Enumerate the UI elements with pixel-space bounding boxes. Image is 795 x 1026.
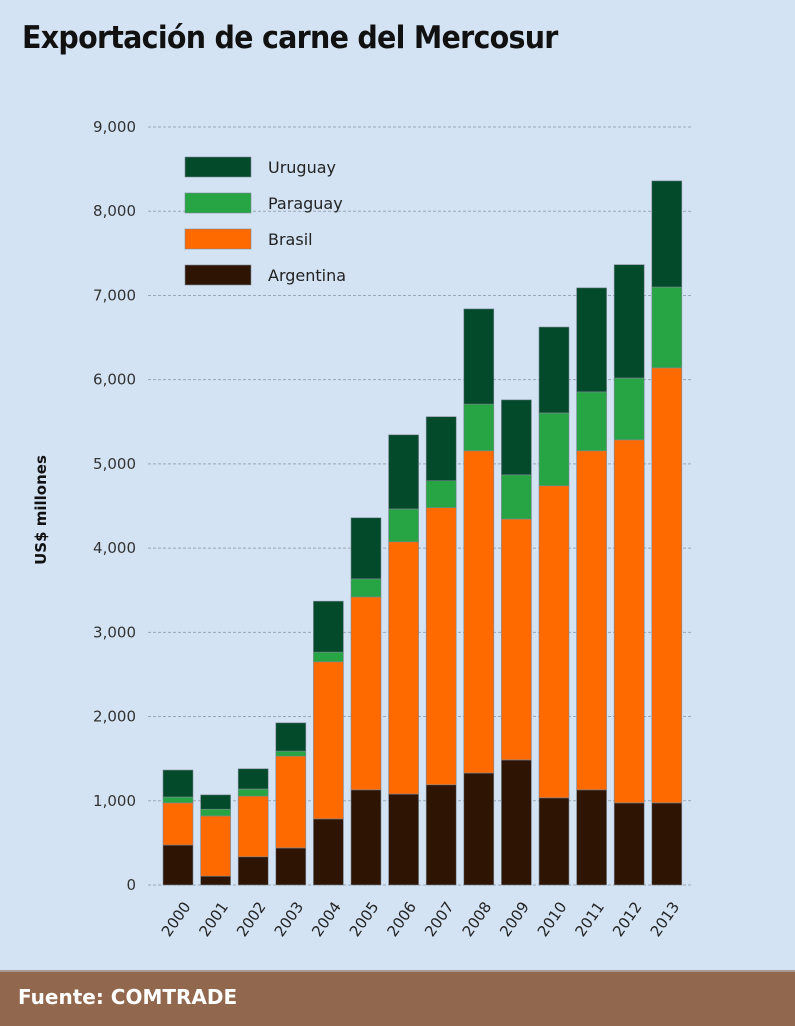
bar-segment-brasil-2004 xyxy=(313,661,344,820)
bar-segment-paraguay-2012 xyxy=(613,377,645,441)
y-tick-label: 7,000 xyxy=(93,286,136,304)
chart-title: Exportación de carne del Mercosur xyxy=(22,20,558,56)
y-tick-label: 2,000 xyxy=(93,708,136,726)
bar-segment-paraguay-2000 xyxy=(162,796,194,804)
bar-segment-uruguay-2009 xyxy=(501,399,532,476)
x-tick-label: 2001 xyxy=(195,898,232,940)
bar-segment-brasil-2010 xyxy=(538,485,570,799)
bar-segment-brasil-2013 xyxy=(651,367,683,804)
bar-segment-brasil-2012 xyxy=(613,439,645,804)
bar-segment-uruguay-2002 xyxy=(237,768,269,790)
x-tick-label: 2007 xyxy=(421,898,458,940)
bar-segment-uruguay-2008 xyxy=(463,308,495,405)
legend-label-uruguay: Uruguay xyxy=(268,158,336,177)
y-tick-label: 1,000 xyxy=(93,792,136,810)
bar-segment-brasil-2002 xyxy=(237,795,269,858)
bar-segment-uruguay-2006 xyxy=(388,434,419,510)
x-tick-label: 2010 xyxy=(534,898,571,940)
bar-segment-brasil-2007 xyxy=(425,507,457,786)
bar-segment-argentina-2001 xyxy=(200,875,231,886)
bar-segment-paraguay-2008 xyxy=(463,403,495,452)
x-tick-label: 2004 xyxy=(308,898,345,940)
bar-segment-uruguay-2001 xyxy=(200,794,231,810)
y-tick-label: 8,000 xyxy=(93,202,136,220)
x-tick-label: 2003 xyxy=(271,898,308,940)
legend-swatch-brasil xyxy=(184,228,252,250)
y-tick-label: 0 xyxy=(126,876,136,894)
bars xyxy=(162,180,683,886)
bar-segment-argentina-2000 xyxy=(162,844,194,886)
bar-segment-brasil-2003 xyxy=(275,755,307,849)
bar-segment-argentina-2007 xyxy=(425,784,457,886)
bar-segment-argentina-2004 xyxy=(313,818,344,886)
stacked-bar-chart: 0 1,000 2,000 3,000 4,000 5,000 6,000 7,000 8,00… xyxy=(32,118,692,940)
bar-segment-paraguay-2009 xyxy=(501,474,532,520)
bar-segment-brasil-2011 xyxy=(576,450,607,791)
x-tick-label: 2011 xyxy=(571,898,608,940)
x-tick-label: 2012 xyxy=(609,898,646,940)
bar-segment-brasil-2006 xyxy=(388,541,419,795)
bar-segment-paraguay-2006 xyxy=(388,508,419,543)
y-tick-label: 4,000 xyxy=(93,539,136,557)
bar-segment-argentina-2010 xyxy=(538,797,570,886)
bar-segment-brasil-2005 xyxy=(350,596,382,791)
legend-label-argentina: Argentina xyxy=(268,266,346,285)
bar-segment-brasil-2008 xyxy=(463,450,495,774)
legend-swatch-argentina xyxy=(184,264,252,286)
bar-segment-uruguay-2005 xyxy=(350,517,382,580)
bar-segment-argentina-2009 xyxy=(501,759,532,886)
x-tick-label: 2002 xyxy=(233,898,270,940)
x-axis-ticks: 2000 2001 2002 2003 2004 2005 2006 2007 2008 2009… xyxy=(158,898,683,940)
bar-segment-argentina-2003 xyxy=(275,847,307,886)
x-tick-label: 2009 xyxy=(496,898,533,940)
bar-segment-argentina-2008 xyxy=(463,772,495,886)
bar-segment-brasil-2001 xyxy=(200,815,231,877)
bar-segment-paraguay-2002 xyxy=(237,788,269,797)
y-tick-label: 6,000 xyxy=(93,371,136,389)
bar-segment-brasil-2009 xyxy=(501,518,532,761)
bar-segment-argentina-2011 xyxy=(576,789,607,886)
bar-segment-argentina-2005 xyxy=(350,789,382,886)
bar-segment-paraguay-2011 xyxy=(576,391,607,452)
bar-segment-uruguay-2012 xyxy=(613,264,645,379)
bar-segment-paraguay-2005 xyxy=(350,578,382,598)
y-tick-label: 9,000 xyxy=(93,118,136,136)
bar-segment-uruguay-2003 xyxy=(275,722,307,752)
x-tick-label: 2005 xyxy=(346,898,383,940)
legend-label-paraguay: Paraguay xyxy=(268,194,343,213)
bar-segment-paraguay-2004 xyxy=(313,651,344,663)
y-axis-label: US$ millones xyxy=(32,455,50,565)
y-axis-ticks: 0 1,000 2,000 3,000 4,000 5,000 6,000 7,000 8,00… xyxy=(93,118,136,894)
bar-segment-uruguay-2013 xyxy=(651,180,683,288)
x-tick-label: 2006 xyxy=(383,898,420,940)
y-tick-label: 3,000 xyxy=(93,623,136,641)
x-tick-label: 2000 xyxy=(158,898,195,940)
x-tick-label: 2013 xyxy=(647,898,684,940)
bar-segment-uruguay-2000 xyxy=(162,769,194,798)
legend-label-brasil: Brasil xyxy=(268,230,313,249)
footer: Fuente: COMTRADE xyxy=(0,970,795,1026)
bar-segment-uruguay-2007 xyxy=(425,416,457,482)
bar-segment-argentina-2013 xyxy=(651,802,683,886)
bar-segment-brasil-2000 xyxy=(162,802,194,846)
legend-swatch-paraguay xyxy=(184,192,252,214)
bar-segment-uruguay-2004 xyxy=(313,600,344,653)
bar-segment-uruguay-2011 xyxy=(576,287,607,393)
source-text: Fuente: COMTRADE xyxy=(18,985,238,1009)
y-tick-label: 5,000 xyxy=(93,455,136,473)
x-tick-label: 2008 xyxy=(459,898,496,940)
legend: Uruguay Paraguay Brasil Argentina xyxy=(184,156,346,286)
bar-segment-paraguay-2003 xyxy=(275,750,307,757)
bar-segment-paraguay-2013 xyxy=(651,286,683,369)
bar-segment-paraguay-2001 xyxy=(200,808,231,817)
bar-segment-argentina-2012 xyxy=(613,802,645,886)
bar-segment-paraguay-2010 xyxy=(538,412,570,487)
bar-segment-argentina-2002 xyxy=(237,856,269,886)
bar-segment-argentina-2006 xyxy=(388,793,419,886)
legend-swatch-uruguay xyxy=(184,156,252,178)
bar-segment-uruguay-2010 xyxy=(538,326,570,414)
bar-segment-paraguay-2007 xyxy=(425,480,457,508)
